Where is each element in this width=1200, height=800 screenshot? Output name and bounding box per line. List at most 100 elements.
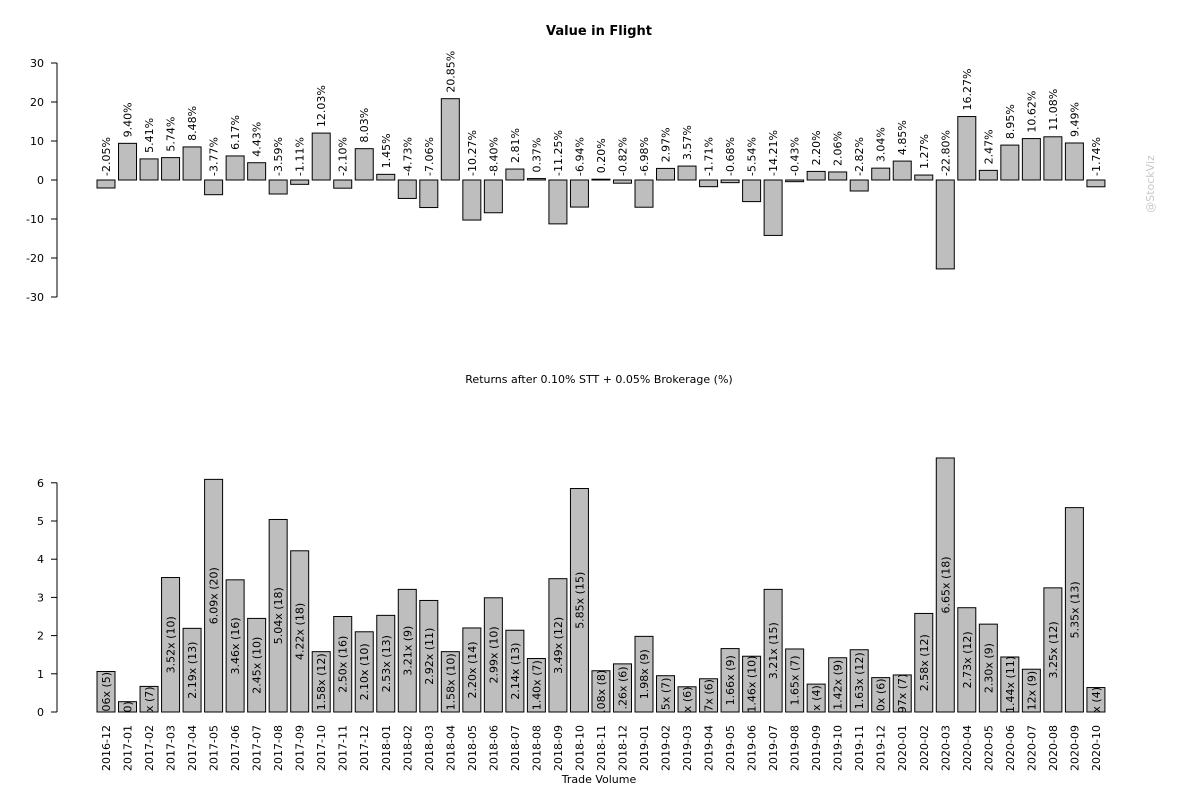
- bar-value-label: 2.92x (11): [423, 628, 436, 685]
- bar-value-label: 3.25x (12): [1047, 621, 1060, 678]
- bar: [311, 651, 331, 713]
- bar: [699, 678, 719, 713]
- x-tick-label: 2020-02: [918, 725, 931, 771]
- bar-value-label: 12.03%: [315, 85, 328, 127]
- bar: [96, 671, 116, 713]
- x-tick-label: 2018-03: [423, 725, 436, 771]
- bar-value-label: -3.59%: [272, 137, 285, 176]
- bar-value-label: 1.46x (10): [746, 656, 759, 713]
- bar: [333, 179, 353, 189]
- bar-value-label: 11.08%: [1047, 89, 1060, 131]
- x-tick-label: 2017-05: [208, 725, 221, 771]
- bar-value-label: 1.44x (11): [1004, 656, 1017, 713]
- y-tick-label: 20: [30, 96, 44, 109]
- x-tick-label: 2020-01: [896, 725, 909, 771]
- bar: [978, 623, 998, 713]
- bar: [634, 635, 654, 713]
- bar: [828, 171, 848, 181]
- x-tick-label: 2019-07: [767, 725, 780, 771]
- bar: [892, 674, 912, 713]
- bar-value-label: 3.52x (10): [165, 616, 178, 673]
- y-tick-label: -10: [26, 213, 44, 226]
- bar: [763, 179, 783, 236]
- x-tick-label: 2018-02: [401, 725, 414, 771]
- bar-value-label: 5.41%: [143, 118, 156, 153]
- bar: [957, 607, 977, 713]
- bar: [333, 616, 353, 713]
- bottom-chart-xlabel: Trade Volume: [561, 773, 637, 786]
- bar: [376, 173, 396, 181]
- bar-value-label: -14.21%: [767, 130, 780, 176]
- x-tick-label: 2020-08: [1047, 725, 1060, 771]
- bar: [612, 179, 632, 184]
- bar-value-label: 5.85x (15): [573, 572, 586, 629]
- bar-value-label: 2.73x (12): [961, 631, 974, 688]
- bar: [1043, 587, 1063, 713]
- bar: [1000, 656, 1020, 713]
- x-tick-label: 2018-09: [552, 725, 565, 771]
- bar-value-label: 2.10x (10): [358, 643, 371, 700]
- bar: [1064, 507, 1084, 713]
- bar-value-label: 6.17%: [229, 115, 242, 150]
- bar-value-label: 2.47%: [982, 129, 995, 164]
- bar: [290, 179, 310, 185]
- bar-value-label: 16.27%: [961, 69, 974, 111]
- bar-value-label: 2.99x (10): [487, 626, 500, 683]
- x-tick-label: 2018-07: [509, 725, 522, 771]
- bar-value-label: 1.42x (9): [832, 660, 845, 710]
- bar-value-label: 2.30x (9): [982, 643, 995, 693]
- x-tick-label: 2019-12: [875, 725, 888, 771]
- bar-value-label: 06x (5): [100, 672, 113, 712]
- x-tick-label: 2018-04: [444, 725, 457, 771]
- bar: [462, 627, 482, 713]
- x-tick-label: 2020-10: [1090, 725, 1103, 771]
- bar-value-label: x (4): [1090, 687, 1103, 713]
- x-tick-label: 2020-04: [961, 725, 974, 771]
- x-tick-label: 2017-03: [165, 725, 178, 771]
- x-tick-label: 2019-08: [789, 725, 802, 771]
- bar: [526, 658, 546, 713]
- bar-value-label: 12x (9): [1025, 671, 1038, 711]
- bar-value-label: 1.63x (12): [853, 652, 866, 709]
- bar-value-label: 7x (6): [703, 679, 716, 712]
- bar: [656, 167, 676, 181]
- bar: [397, 588, 417, 713]
- bar-value-label: 5.04x (18): [272, 587, 285, 644]
- bar-value-label: x (7): [143, 686, 156, 712]
- bar-value-label: -10.27%: [466, 130, 479, 176]
- bar: [548, 578, 568, 713]
- bar-value-label: -1.74%: [1090, 137, 1103, 176]
- bar-value-label: 6.65x (18): [939, 556, 952, 613]
- bar: [742, 179, 762, 203]
- bar: [268, 518, 288, 713]
- y-tick-label: 3: [37, 591, 44, 604]
- x-tick-label: 2020-05: [982, 725, 995, 771]
- bar-value-label: -0.68%: [724, 137, 737, 176]
- bar-value-label: 3.46x (16): [229, 617, 242, 674]
- bar: [247, 162, 267, 181]
- bar: [785, 648, 805, 713]
- bar: [806, 170, 826, 181]
- bar-value-label: 2.97%: [660, 127, 673, 162]
- bar: [1000, 144, 1020, 181]
- bar: [656, 675, 676, 713]
- bar-value-label: .26x (6): [616, 666, 629, 709]
- bar-value-label: -8.40%: [487, 137, 500, 176]
- y-tick-label: 0: [37, 706, 44, 719]
- bar-value-label: 3.57%: [681, 125, 694, 160]
- bar: [118, 142, 138, 181]
- bar: [440, 98, 460, 181]
- y-tick-label: 1: [37, 668, 44, 681]
- bar-value-label: 2.20x (14): [466, 641, 479, 698]
- bar: [397, 179, 417, 199]
- bar-value-label: 2.14x (13): [509, 643, 522, 700]
- bar-value-label: 1.65x (7): [789, 655, 802, 705]
- bar: [849, 179, 869, 192]
- bar-value-label: -1.71%: [703, 137, 716, 176]
- bar: [742, 655, 762, 713]
- y-tick-label: 0: [37, 174, 44, 187]
- bar: [785, 179, 805, 183]
- bar: [526, 178, 546, 181]
- bar-value-label: 8.95%: [1004, 104, 1017, 139]
- bar-value-label: -0.43%: [789, 137, 802, 176]
